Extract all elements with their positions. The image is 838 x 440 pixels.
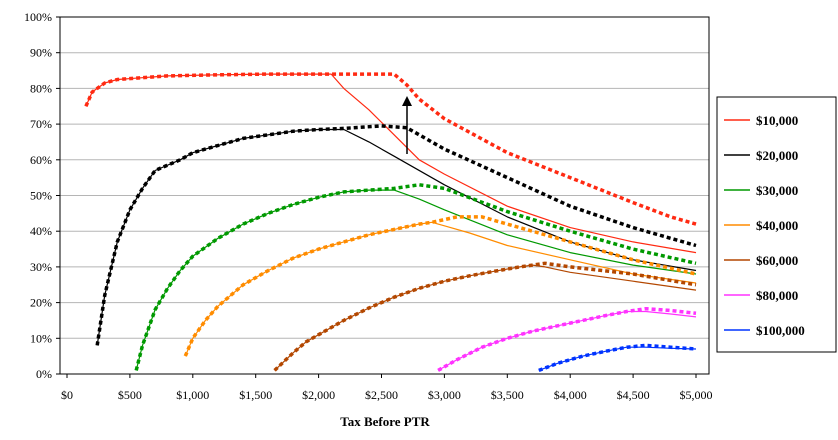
x-tick-label: $2,000 — [302, 388, 335, 402]
legend-label: $60,000 — [756, 253, 798, 268]
x-tick-label: $3,500 — [491, 388, 524, 402]
series-4-dashed-line — [273, 261, 697, 372]
legend-label: $10,000 — [756, 113, 798, 128]
series-3-dashed-line — [183, 215, 697, 357]
x-tick-label: $4,000 — [554, 388, 587, 402]
x-tick-label: $3,000 — [428, 388, 461, 402]
annotation-arrow — [402, 96, 412, 154]
y-tick-label: 20% — [30, 296, 52, 310]
series-6-dashed-line — [538, 343, 697, 373]
y-tick-label: 50% — [30, 189, 52, 203]
series-5-dashed-line — [437, 306, 697, 372]
y-tick-label: 100% — [24, 10, 52, 24]
legend-label: $80,000 — [756, 288, 798, 303]
series-lines — [84, 72, 697, 373]
x-tick-label: $0 — [61, 388, 73, 402]
series-2-dashed-line — [134, 183, 697, 371]
legend-label: $20,000 — [756, 148, 798, 163]
x-tick-label: $2,500 — [365, 388, 398, 402]
series-3-solid-line — [184, 221, 697, 357]
x-tick-label: $5,000 — [680, 388, 713, 402]
series-2-solid-line — [135, 189, 697, 371]
x-tick-label: $4,500 — [617, 388, 650, 402]
legend-label: $30,000 — [756, 183, 798, 198]
legend-label: $40,000 — [756, 218, 798, 233]
x-tick-label: $500 — [118, 388, 142, 402]
y-tick-label: 70% — [30, 117, 52, 131]
y-tick-label: 80% — [30, 81, 52, 95]
series-6-solid-line — [538, 346, 697, 371]
y-axis-ticks: 0% 10% 20% 30% 40% 50% 60% 70% 80% 90% 100% — [24, 10, 60, 381]
series-1-solid-line — [96, 128, 697, 346]
series-1-dashed-line — [95, 124, 697, 346]
x-axis-title: Tax Before PTR — [340, 414, 430, 429]
arrow-head — [402, 96, 412, 106]
series-0-dashed-line — [84, 72, 697, 226]
y-tick-label: 40% — [30, 224, 52, 238]
y-tick-label: 0% — [36, 367, 52, 381]
y-tick-label: 90% — [30, 46, 52, 60]
x-axis-ticks: $0 $500 $1,000 $1,500 $2,000 $2,500 $3,000 $3,5… — [61, 374, 713, 402]
y-tick-label: 10% — [30, 331, 52, 345]
x-tick-label: $1,500 — [239, 388, 272, 402]
x-tick-label: $1,000 — [176, 388, 209, 402]
series-0-solid-line — [85, 73, 697, 254]
y-tick-label: 30% — [30, 260, 52, 274]
legend-label: $100,000 — [756, 323, 805, 338]
legend: $10,000 $20,000 $30,000 $40,000 $60,000 $80,0… — [716, 96, 837, 353]
y-tick-label: 60% — [30, 153, 52, 167]
series-4-solid-line — [274, 264, 697, 371]
gridlines — [60, 52, 709, 339]
